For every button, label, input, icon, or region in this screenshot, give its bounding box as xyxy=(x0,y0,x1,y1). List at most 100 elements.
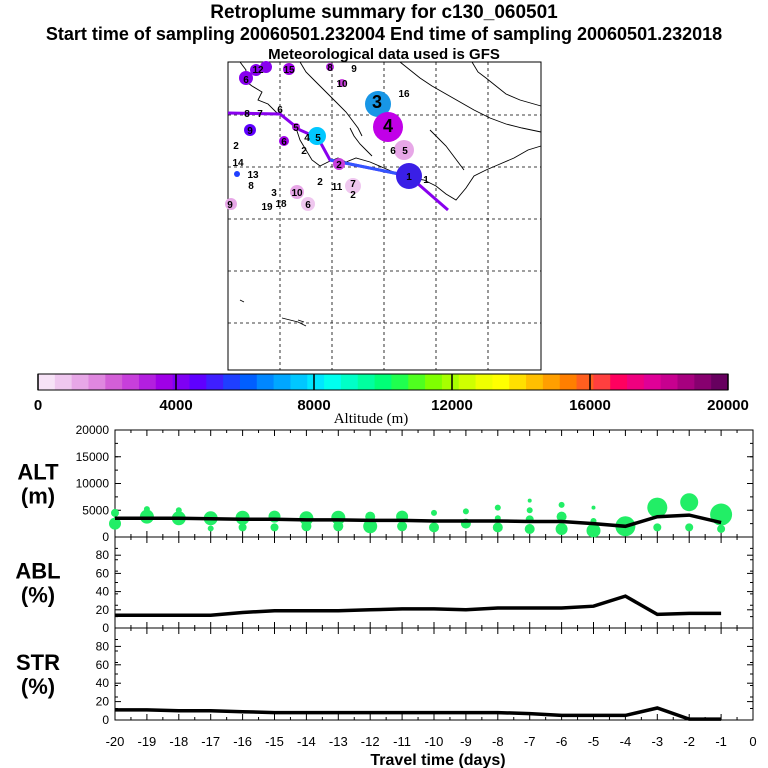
altitude-point xyxy=(397,521,408,532)
x-tick-label: -13 xyxy=(329,734,348,749)
map-label: 12 xyxy=(252,65,264,76)
plume-circle xyxy=(338,79,346,87)
y-tick-label: 60 xyxy=(96,566,110,580)
colorbar-cell xyxy=(273,374,291,390)
colorbar-cell xyxy=(492,374,510,390)
map-label: 7 xyxy=(257,109,263,120)
map-label: 2 xyxy=(336,160,342,171)
map-label: 8 xyxy=(244,109,250,120)
plume-circle xyxy=(250,64,262,76)
x-tick-label: -17 xyxy=(201,734,220,749)
plume-circle xyxy=(345,178,361,194)
str-panel: 0 20 40 60 80 STR(%) xyxy=(16,627,754,727)
y-tick-label: 10000 xyxy=(76,477,110,491)
y-tick-label: 60 xyxy=(96,658,110,672)
colorbar-cell xyxy=(138,374,157,390)
colorbar-cell xyxy=(408,374,426,390)
map-label: 6 xyxy=(277,105,283,116)
colorbar-cell xyxy=(458,374,477,390)
altitude-point xyxy=(680,493,699,512)
y-axis-label: (%) xyxy=(21,583,55,608)
colorbar-cell xyxy=(223,374,241,390)
chart-title: Retroplume summary for c130_060501 xyxy=(210,2,558,23)
colorbar-tick-label: 16000 xyxy=(569,397,611,414)
map-label: 1 xyxy=(406,172,412,183)
altitude-point xyxy=(143,506,150,513)
series-line xyxy=(115,706,722,721)
altitude-point xyxy=(555,522,568,535)
colorbar-cell xyxy=(610,374,628,390)
map-label: 9 xyxy=(247,126,253,137)
series-line xyxy=(115,594,722,618)
colorbar-cell xyxy=(475,374,493,390)
colorbar-cell xyxy=(627,374,645,390)
y-axis-label: STR xyxy=(16,650,60,675)
altitude-point xyxy=(331,510,346,525)
y-tick-label: 20 xyxy=(96,603,110,617)
x-tick-label: -2 xyxy=(683,734,695,749)
map-label: 2 xyxy=(233,141,239,152)
altitude-point xyxy=(685,523,694,532)
map-label: 18 xyxy=(275,199,287,210)
colorbar-cell xyxy=(239,374,258,390)
y-tick-label: 0 xyxy=(102,713,109,727)
map-label: 1 xyxy=(423,175,429,186)
altitude-point xyxy=(556,511,567,522)
map-label: 5 xyxy=(293,123,299,134)
altitude-point xyxy=(586,523,601,538)
map-label: 6 xyxy=(390,146,396,157)
plume-circle xyxy=(292,123,300,131)
colorbar-cell xyxy=(559,374,578,390)
colorbar-cell xyxy=(172,374,190,390)
map-label: 3 xyxy=(271,188,277,199)
map-label: 8 xyxy=(248,181,254,192)
plume-circle xyxy=(290,185,304,199)
altitude-point xyxy=(647,497,668,518)
colorbar-cell xyxy=(711,374,729,390)
y-tick-label: 80 xyxy=(96,639,110,653)
x-tick-label: -20 xyxy=(106,734,125,749)
map-label: 6 xyxy=(305,200,311,211)
map-label: 11 xyxy=(332,182,343,193)
colorbar-cell xyxy=(290,374,308,390)
colorbar-cell xyxy=(324,374,342,390)
map-label: 9 xyxy=(351,64,357,75)
altitude-point xyxy=(653,523,662,532)
colorbar-cell xyxy=(677,374,695,390)
map-label: 10 xyxy=(291,188,303,199)
altitude-point xyxy=(363,519,378,534)
plume-circle xyxy=(279,136,289,146)
y-tick-label: 40 xyxy=(96,676,110,690)
colorbar-tick-label: 12000 xyxy=(431,397,473,414)
altitude-point xyxy=(207,525,214,532)
colorbar-tick-label: 8000 xyxy=(297,397,330,414)
x-tick-label: -8 xyxy=(492,734,504,749)
colorbar-cell xyxy=(391,374,409,390)
y-tick-label: 80 xyxy=(96,548,110,562)
x-tick-label: -7 xyxy=(524,734,536,749)
map-label: 5 xyxy=(315,133,321,144)
altitude-point xyxy=(238,523,247,532)
colorbar-cell xyxy=(206,374,224,390)
plume-circle xyxy=(326,63,334,71)
map-label: 3 xyxy=(372,92,382,112)
altitude-colorbar: 0 4000 8000 12000 16000 20000 Altitude (m) xyxy=(34,373,749,427)
plume-circle xyxy=(239,71,253,85)
map-label: 2 xyxy=(317,177,323,188)
altitude-point xyxy=(591,505,596,510)
x-tick-label: -11 xyxy=(393,734,411,749)
map-label: 14 xyxy=(232,158,244,169)
x-tick-label: -1 xyxy=(715,734,727,749)
mean-altitude-line xyxy=(115,513,722,529)
x-tick-label: -16 xyxy=(233,734,252,749)
y-tick-label: 15000 xyxy=(76,450,110,464)
plume-circle xyxy=(301,197,315,211)
x-tick-label: 0 xyxy=(749,734,756,749)
x-tick-label: -5 xyxy=(588,734,600,749)
map-label: 16 xyxy=(398,89,410,100)
colorbar-cell xyxy=(694,374,712,390)
x-tick-label: -9 xyxy=(460,734,472,749)
colorbar-cell xyxy=(105,374,123,390)
